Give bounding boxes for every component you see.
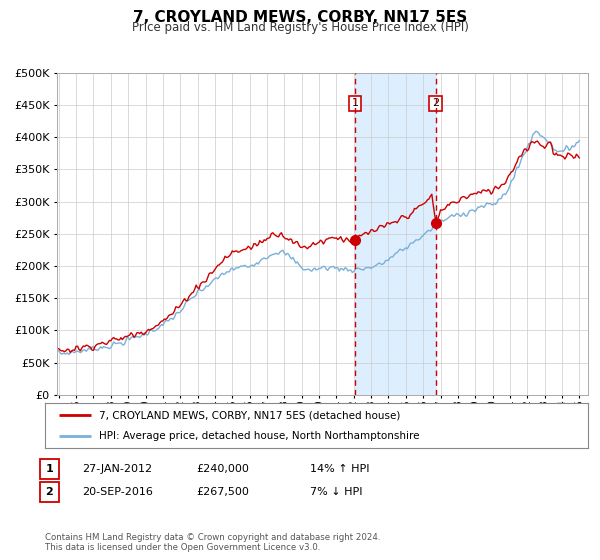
Text: £267,500: £267,500 — [196, 487, 249, 497]
Text: £240,000: £240,000 — [196, 464, 249, 474]
Text: 1: 1 — [352, 99, 358, 109]
Bar — [355, 73, 436, 395]
Text: 7% ↓ HPI: 7% ↓ HPI — [310, 487, 362, 497]
Text: Price paid vs. HM Land Registry's House Price Index (HPI): Price paid vs. HM Land Registry's House … — [131, 21, 469, 34]
Text: This data is licensed under the Open Government Licence v3.0.: This data is licensed under the Open Gov… — [45, 543, 320, 552]
Text: Contains HM Land Registry data © Crown copyright and database right 2024.: Contains HM Land Registry data © Crown c… — [45, 533, 380, 542]
Text: 14% ↑ HPI: 14% ↑ HPI — [310, 464, 370, 474]
Text: 1: 1 — [46, 464, 53, 474]
Text: 7, CROYLAND MEWS, CORBY, NN17 5ES: 7, CROYLAND MEWS, CORBY, NN17 5ES — [133, 10, 467, 25]
Text: 2: 2 — [432, 99, 439, 109]
Text: HPI: Average price, detached house, North Northamptonshire: HPI: Average price, detached house, Nort… — [100, 431, 420, 441]
Text: 27-JAN-2012: 27-JAN-2012 — [82, 464, 152, 474]
Text: 20-SEP-2016: 20-SEP-2016 — [82, 487, 153, 497]
Text: 2: 2 — [46, 487, 53, 497]
Text: 7, CROYLAND MEWS, CORBY, NN17 5ES (detached house): 7, CROYLAND MEWS, CORBY, NN17 5ES (detac… — [100, 410, 401, 421]
